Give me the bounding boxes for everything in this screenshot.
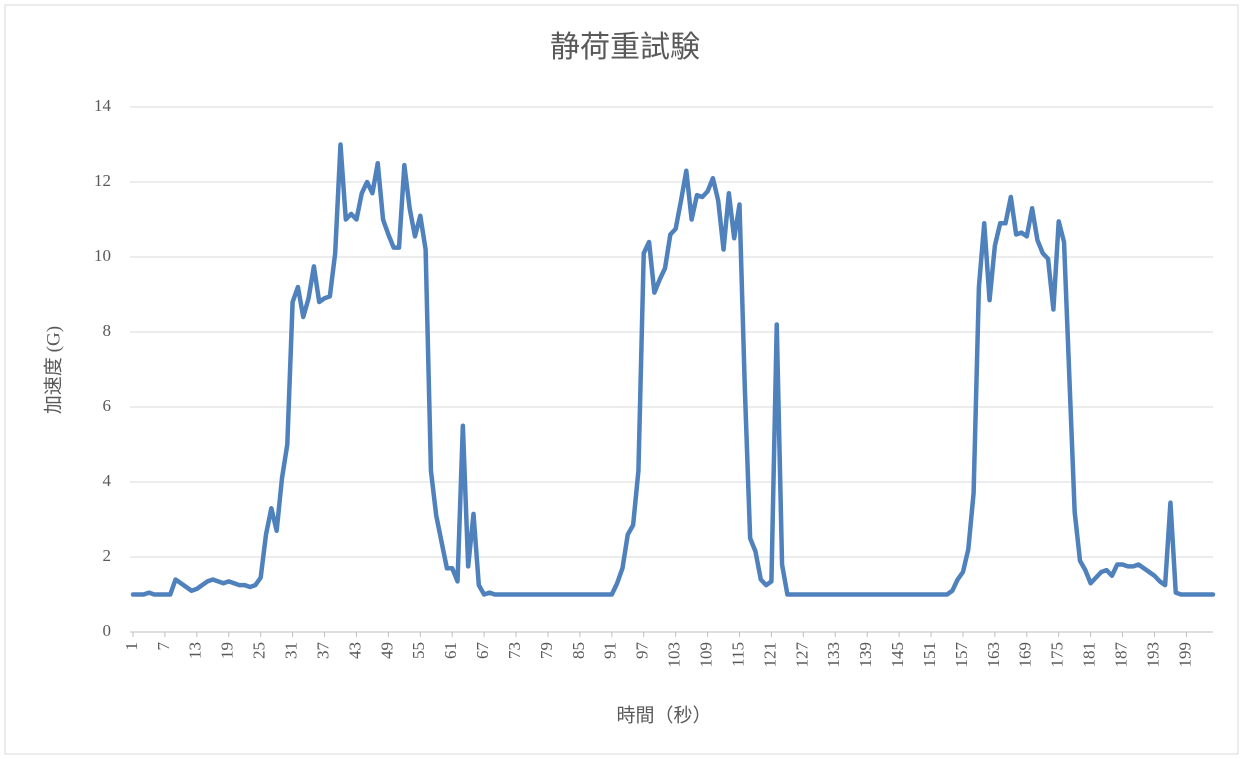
x-tick-label: 43	[345, 642, 364, 659]
x-axis-title: 時間（秒）	[616, 704, 711, 726]
y-tick-label: 8	[103, 321, 112, 340]
x-tick-label: 7	[154, 642, 173, 651]
x-tick-label: 115	[728, 642, 747, 667]
x-tick-label: 151	[920, 642, 939, 668]
x-tick-label: 67	[473, 642, 492, 660]
x-tick-label: 163	[984, 642, 1003, 668]
x-tick-label: 79	[537, 642, 556, 659]
y-tick-label: 4	[103, 471, 112, 490]
chart-title: 静荷重試験	[550, 31, 700, 64]
y-axis-title: 加速度 (G)	[42, 326, 64, 414]
x-tick-label: 61	[441, 642, 460, 659]
x-tick-label: 73	[505, 642, 524, 659]
x-tick-label: 157	[952, 642, 971, 668]
x-tick-label: 187	[1111, 642, 1130, 668]
x-tick-label: 1	[122, 642, 141, 651]
x-tick-label: 169	[1016, 642, 1035, 668]
y-tick-label: 6	[103, 396, 112, 415]
x-tick-label: 31	[282, 642, 301, 659]
x-tick-label: 121	[760, 642, 779, 668]
x-tick-label: 85	[569, 642, 588, 659]
x-tick-label: 199	[1175, 642, 1194, 668]
x-tick-label: 193	[1143, 642, 1162, 668]
y-tick-label: 2	[103, 546, 112, 565]
x-tick-label: 37	[313, 642, 332, 660]
chart-frame	[4, 4, 1239, 755]
data-line	[130, 142, 1216, 597]
x-tick-label: 109	[696, 642, 715, 668]
y-tick-label: 10	[94, 246, 111, 265]
y-tick-label: 12	[94, 171, 111, 190]
x-tick-label: 175	[1048, 642, 1067, 668]
x-tick-label: 25	[250, 642, 269, 659]
x-tick-label: 133	[824, 642, 843, 668]
y-tick-label: 14	[94, 96, 112, 115]
x-tick-label: 97	[633, 642, 652, 660]
x-tick-label: 145	[888, 642, 907, 668]
x-tick-label: 55	[409, 642, 428, 659]
x-tick-label: 91	[601, 642, 620, 659]
y-tick-label: 0	[103, 621, 112, 640]
x-tick-label: 103	[665, 642, 684, 668]
x-tick-label: 139	[856, 642, 875, 668]
x-tick-label: 13	[186, 642, 205, 659]
x-tick-label: 181	[1080, 642, 1099, 668]
x-tick-label: 127	[792, 642, 811, 668]
x-tick-label: 49	[377, 642, 396, 659]
x-tick-label: 19	[218, 642, 237, 659]
